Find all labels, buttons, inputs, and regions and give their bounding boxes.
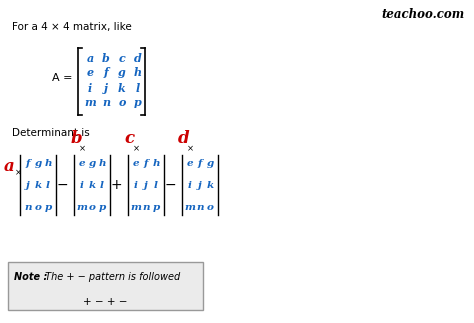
Text: o: o	[35, 203, 41, 212]
Text: j: j	[144, 181, 148, 190]
Text: h: h	[44, 159, 52, 168]
Text: +: +	[110, 178, 122, 192]
Text: e: e	[86, 68, 93, 78]
Text: Determinant is: Determinant is	[12, 128, 90, 138]
Text: o: o	[89, 203, 95, 212]
Text: p: p	[134, 98, 142, 109]
Text: l: l	[46, 181, 50, 190]
Text: l: l	[136, 82, 140, 93]
Text: d: d	[178, 130, 190, 147]
Text: m: m	[130, 203, 142, 212]
Text: p: p	[45, 203, 52, 212]
Text: i: i	[134, 181, 138, 190]
Text: f: f	[198, 159, 202, 168]
Text: f: f	[26, 159, 30, 168]
Text: d: d	[134, 53, 142, 64]
Text: g: g	[88, 159, 96, 168]
Text: + − + −: + − + −	[83, 297, 128, 307]
Text: l: l	[100, 181, 104, 190]
Text: f: f	[104, 68, 109, 78]
Text: ×: ×	[133, 144, 139, 153]
Text: n: n	[196, 203, 204, 212]
Text: g: g	[206, 159, 214, 168]
Text: n: n	[102, 98, 110, 109]
FancyBboxPatch shape	[8, 262, 203, 310]
Text: b: b	[70, 130, 82, 147]
Text: e: e	[133, 159, 139, 168]
Text: n: n	[24, 203, 32, 212]
Text: l: l	[154, 181, 158, 190]
Text: j: j	[26, 181, 30, 190]
Text: a: a	[4, 158, 15, 175]
Text: a: a	[86, 53, 94, 64]
Text: k: k	[118, 82, 126, 93]
Text: n: n	[142, 203, 150, 212]
Text: The + − pattern is followed: The + − pattern is followed	[42, 272, 180, 282]
Text: g: g	[35, 159, 42, 168]
Text: e: e	[187, 159, 193, 168]
Text: ×: ×	[186, 144, 193, 153]
Text: k: k	[88, 181, 96, 190]
Text: b: b	[102, 53, 110, 64]
Text: p: p	[152, 203, 160, 212]
Text: c: c	[125, 130, 135, 147]
Text: teachoo.com: teachoo.com	[382, 8, 465, 21]
Text: ×: ×	[79, 144, 85, 153]
Text: k: k	[206, 181, 214, 190]
Text: ×: ×	[15, 168, 22, 177]
Text: g: g	[118, 68, 126, 78]
Text: m: m	[76, 203, 88, 212]
Text: i: i	[188, 181, 192, 190]
Text: −: −	[164, 178, 176, 192]
Text: o: o	[207, 203, 213, 212]
Text: f: f	[144, 159, 148, 168]
Text: i: i	[80, 181, 84, 190]
Text: j: j	[198, 181, 202, 190]
Text: m: m	[84, 98, 96, 109]
Text: m: m	[184, 203, 195, 212]
Text: A =: A =	[52, 73, 73, 83]
Text: h: h	[134, 68, 142, 78]
Text: c: c	[118, 53, 126, 64]
Text: For a 4 × 4 matrix, like: For a 4 × 4 matrix, like	[12, 22, 132, 32]
Text: p: p	[99, 203, 106, 212]
Text: −: −	[56, 178, 68, 192]
Text: i: i	[88, 82, 92, 93]
Text: Note :: Note :	[14, 272, 47, 282]
Text: e: e	[79, 159, 85, 168]
Text: h: h	[152, 159, 160, 168]
Text: h: h	[98, 159, 106, 168]
Text: o: o	[118, 98, 126, 109]
Text: j: j	[104, 82, 108, 93]
Text: k: k	[35, 181, 42, 190]
